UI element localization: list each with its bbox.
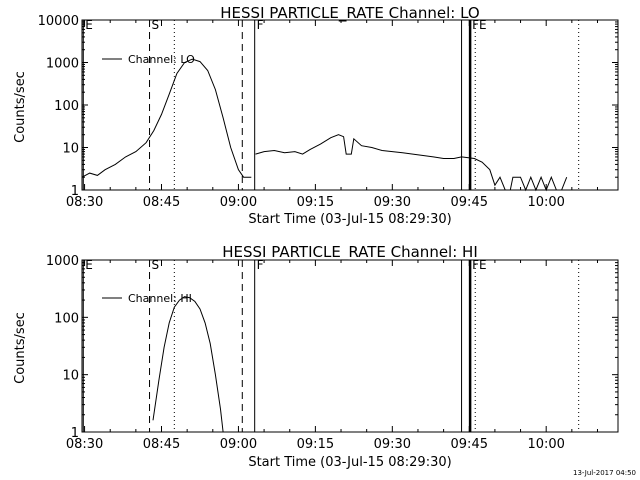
lo-x-tick-label-0845: 08:45	[143, 195, 180, 210]
lo-plot-frame	[81, 19, 619, 191]
lo-y-tick-label-1: 1	[71, 184, 79, 199]
hi-legend: Channel: HI	[102, 292, 192, 305]
hi-y-tick-label-1: 1	[71, 426, 79, 441]
lo-y-axis-label: Counts/sec	[13, 71, 28, 143]
lo-event-label-s: S	[152, 18, 160, 32]
footer-timestamp: 13-Jul-2017 04:50	[573, 469, 636, 477]
hi-x-tick-label-0845: 08:45	[143, 437, 180, 452]
hi-x-axis-label: Start Time (03-Jul-15 08:29:30)	[248, 455, 451, 470]
hi-event-label-e: E	[85, 258, 93, 272]
hi-x-tick-label-0945: 09:45	[451, 437, 488, 452]
hi-event-label-f: F	[257, 258, 264, 272]
hi-series-line-0	[152, 296, 224, 433]
lo-series-line-0	[81, 58, 252, 178]
lo-y-tick-label-10: 10	[62, 142, 79, 157]
hi-y-axis-label: Counts/sec	[13, 312, 28, 384]
hi-x-tick-label-0830: 08:30	[66, 437, 103, 452]
lo-event-label-f: F	[257, 18, 264, 32]
lo-x-axis-label: Start Time (03-Jul-15 08:29:30)	[248, 212, 451, 227]
hi-event-label-s: S	[152, 258, 160, 272]
hi-channel-plot: HESSI PARTICLE_RATE Channel: HI Counts/s…	[13, 243, 619, 470]
lo-y-tick-label-100: 100	[54, 99, 79, 114]
lo-legend-label: Channel: LO	[128, 53, 195, 66]
hi-chart-title: HESSI PARTICLE_RATE Channel: HI	[222, 243, 478, 262]
lo-x-tick-label-0915: 09:15	[297, 195, 334, 210]
hi-x-tick-label-0900: 09:00	[220, 437, 257, 452]
lo-legend: Channel: LO	[102, 53, 195, 66]
lo-series-line-1	[255, 134, 568, 192]
hi-plot-frame	[81, 259, 619, 433]
hi-x-tick-label-0930: 09:30	[374, 437, 411, 452]
lo-y-tick-label-1000: 1000	[46, 57, 79, 72]
hi-y-tick-label-1000: 1000	[46, 254, 79, 269]
lo-x-tick-label-0945: 09:45	[451, 195, 488, 210]
lo-x-tick-label-1000: 10:00	[527, 195, 564, 210]
hi-x-tick-label-1000: 10:00	[527, 437, 564, 452]
lo-chart-title: HESSI PARTICLE_RATE Channel: LO	[220, 4, 479, 23]
hi-y-tick-label-10: 10	[62, 369, 79, 384]
lo-y-tick-label-10000: 10000	[38, 14, 79, 29]
lo-event-label-e: E	[85, 18, 93, 32]
lo-x-tick-label-0830: 08:30	[66, 195, 103, 210]
hi-legend-label: Channel: HI	[128, 292, 192, 305]
hi-x-tick-label-0915: 09:15	[297, 437, 334, 452]
lo-channel-plot: HESSI PARTICLE_RATE Channel: LO Counts/s…	[13, 4, 619, 227]
hi-y-tick-label-100: 100	[54, 311, 79, 326]
lo-x-tick-label-0900: 09:00	[220, 195, 257, 210]
lo-x-tick-label-0930: 09:30	[374, 195, 411, 210]
